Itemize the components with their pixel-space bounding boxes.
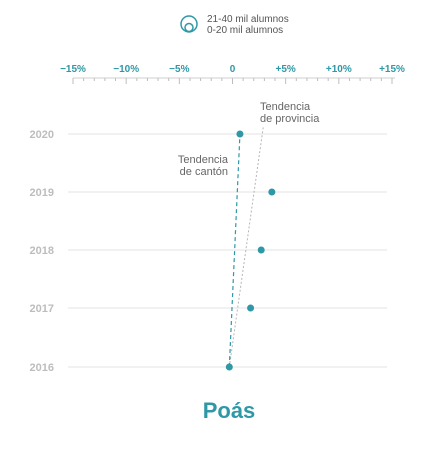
canton-trend-line [228, 133, 241, 368]
province-trend-line [228, 126, 264, 368]
data-point [247, 304, 255, 312]
data-points [225, 130, 276, 371]
legend: 21-40 mil alumnos 0-20 mil alumnos [180, 14, 289, 36]
x-tick-label: −15% [60, 64, 86, 75]
x-tick-label: +10% [326, 64, 352, 75]
x-axis: −15% −10% −5% 0 +5% +10% +15% [60, 64, 405, 84]
x-tick-label: −10% [113, 64, 139, 75]
province-label-line2: de provincia [260, 113, 320, 125]
canton-label-line2: de cantón [180, 166, 228, 178]
year-label: 2016 [30, 362, 54, 374]
legend-small-label: 0-20 mil alumnos [207, 25, 283, 36]
province-label-line1: Tendencia [260, 101, 311, 113]
year-label: 2020 [30, 129, 54, 141]
legend-large-label: 21-40 mil alumnos [207, 14, 289, 25]
x-tick-label: −5% [169, 64, 189, 75]
data-point [257, 246, 265, 254]
data-point [268, 188, 276, 196]
year-label: 2019 [30, 187, 54, 199]
x-tick-label: +5% [276, 64, 296, 75]
x-tick-label: 0 [230, 64, 236, 75]
chart-title: Poás [203, 398, 256, 423]
data-point [225, 363, 233, 371]
year-label: 2017 [30, 303, 54, 315]
year-label: 2018 [30, 245, 54, 257]
data-point [236, 130, 244, 138]
nested-circles-icon [180, 15, 198, 33]
canton-label-line1: Tendencia [178, 154, 229, 166]
x-tick-label: +15% [379, 64, 405, 75]
